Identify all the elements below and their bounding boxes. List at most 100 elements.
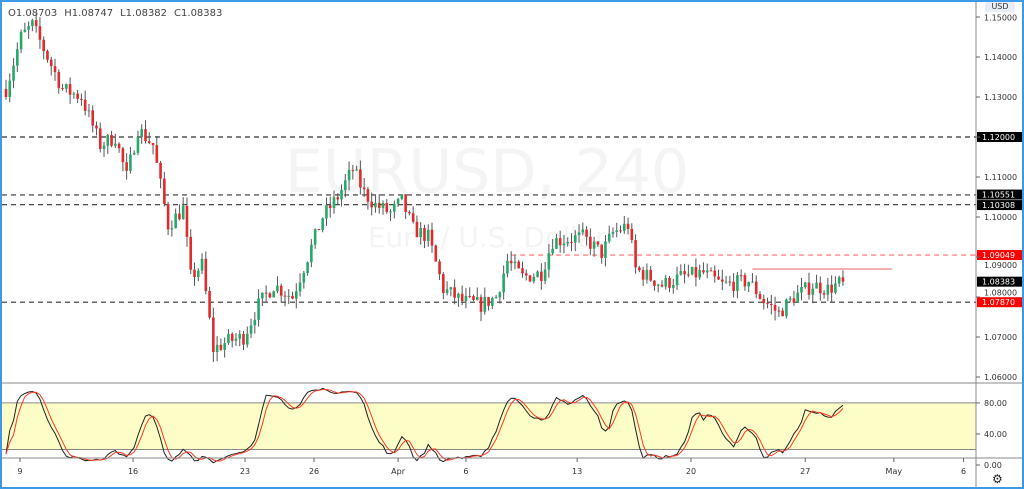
candle-down (95, 125, 98, 129)
osc-tick-label: 0.00 (984, 461, 1002, 470)
candle-up (19, 31, 23, 50)
candle-down (212, 317, 215, 353)
candle-down (219, 344, 223, 350)
candle-up (426, 229, 430, 241)
price-tick-label: 1.15000 (984, 14, 1017, 23)
candle-down (242, 333, 245, 345)
candle-down (430, 229, 434, 246)
candle-up (513, 261, 517, 264)
candle-down (822, 293, 826, 295)
candle-down (713, 270, 717, 277)
candle-down (521, 268, 524, 274)
candle-down (509, 260, 513, 264)
level-price-label: 1.12000 (982, 133, 1015, 142)
candle-down (660, 284, 664, 287)
candle-down (626, 223, 630, 229)
time-tick-label: 13 (572, 467, 582, 476)
candle-down (151, 143, 155, 146)
currency-button[interactable]: USD (985, 2, 1015, 12)
candle-down (362, 187, 366, 190)
candle-up (181, 205, 185, 220)
candle-down (841, 277, 845, 282)
candle-down (472, 296, 475, 300)
candle-down (80, 98, 83, 100)
close-value: C1.08383 (174, 8, 223, 19)
candle-up (475, 297, 479, 300)
candle-down (702, 270, 705, 273)
level-price-label: 1.10308 (982, 201, 1015, 210)
candle-down (264, 292, 268, 294)
level-price-badge (977, 132, 1022, 142)
level-price-badge (977, 250, 1022, 261)
candle-up (200, 258, 204, 271)
candle-down (351, 169, 355, 171)
price-tick-label: 1.07000 (984, 333, 1017, 342)
candle-down (570, 241, 573, 243)
candle-up (611, 232, 615, 234)
osc-tick-label: 40.00 (984, 430, 1007, 439)
candle-up (355, 169, 358, 171)
candle-up (592, 241, 596, 249)
candle-up (306, 262, 309, 274)
candle-down (178, 213, 181, 220)
candle-up (555, 238, 558, 249)
candle-down (758, 294, 762, 299)
last-price-label: 1.08383 (982, 278, 1015, 287)
candle-up (834, 283, 837, 293)
candle-down (166, 203, 170, 230)
candle-down (83, 99, 87, 111)
candle-up (27, 26, 30, 30)
watermark-symbol: EURUSD, 240 (285, 137, 689, 207)
candle-up (249, 325, 253, 334)
candle-down (468, 295, 472, 297)
candle-down (638, 267, 641, 271)
candle-up (445, 289, 449, 293)
candle-up (506, 260, 509, 274)
candle-up (238, 333, 242, 339)
candle-down (721, 279, 724, 282)
candle-up (344, 180, 347, 191)
candle-down (42, 39, 45, 52)
candle-down (208, 291, 211, 318)
candle-down (49, 59, 53, 67)
candle-up (664, 277, 668, 287)
candle-up (622, 223, 626, 231)
candle-down (359, 169, 362, 188)
candle-down (558, 238, 562, 246)
candle-down (38, 26, 42, 40)
candle-down (46, 51, 49, 60)
candle-up (566, 241, 570, 244)
candle-down (762, 298, 766, 304)
candle-up (31, 20, 34, 27)
candle-down (739, 275, 743, 277)
gear-icon[interactable]: ⚙ (992, 472, 1003, 486)
candle-down (460, 293, 464, 301)
candle-up (234, 338, 238, 341)
level-price-label: 1.07870 (982, 298, 1015, 307)
candle-down (589, 236, 592, 249)
candle-down (98, 128, 102, 149)
candle-up (494, 297, 498, 299)
candle-up (276, 285, 279, 292)
candle-up (483, 297, 487, 312)
candle-up (227, 333, 230, 344)
candle-down (185, 205, 189, 237)
candle-up (65, 84, 68, 89)
price-tick-label: 1.10000 (984, 213, 1017, 222)
candle-down (728, 281, 732, 283)
candle-down (61, 88, 64, 90)
price-tick-label: 1.13000 (984, 93, 1017, 102)
price-tick-label: 1.14000 (984, 53, 1017, 62)
candle-up (16, 49, 19, 66)
candle-down (442, 274, 445, 293)
candle-up (498, 292, 502, 298)
candle-down (434, 245, 438, 262)
candle-up (736, 275, 739, 291)
candle-up (464, 295, 468, 301)
candle-down (121, 148, 125, 163)
level-price-label: 1.09049 (982, 251, 1015, 260)
candle-down (163, 178, 166, 204)
candle-down (528, 275, 532, 282)
